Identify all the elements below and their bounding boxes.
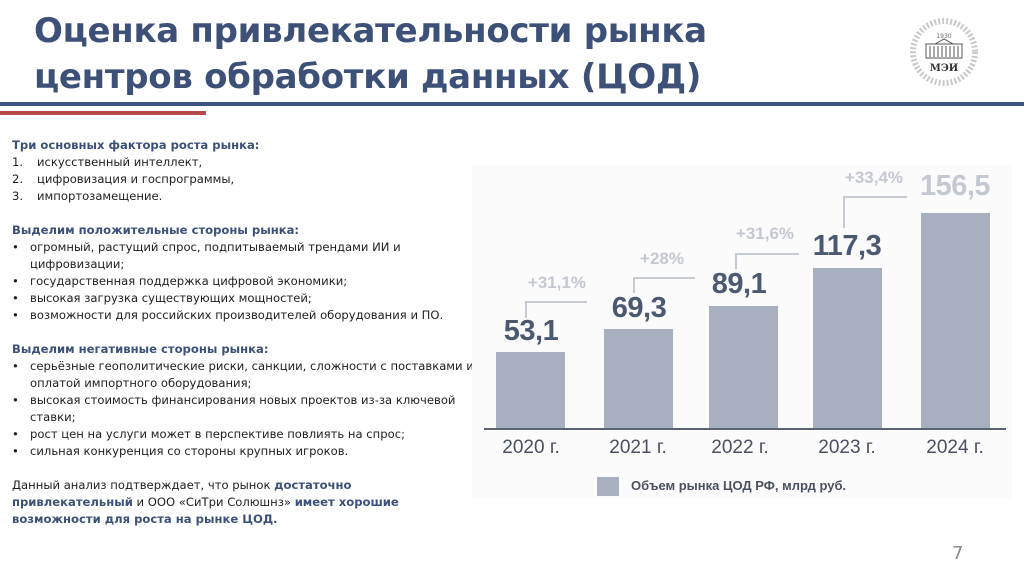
list-item: • высокая загрузка существующих мощностей… [12,291,312,305]
list-item: • возможности для российских производител… [12,308,444,322]
growth-label: +28% [640,249,684,268]
x-tick-label: 2020 г. [502,437,560,458]
value-label: 53,1 [503,315,559,347]
section-heading: Выделим негативные стороны рынка: [12,342,269,356]
conclusion-paragraph: Данный анализ подтверждает, что рынок до… [12,478,399,526]
title-divider-blue [0,102,1024,106]
list-item: • высокая стоимость финансирования новых … [12,393,456,424]
x-tick-label: 2023 г. [818,437,876,458]
growth-bracket [633,277,695,293]
negatives-section: Выделим негативные стороны рынка: • серьё… [12,341,474,460]
bar-2022 [709,306,778,428]
value-label: 89,1 [711,268,767,300]
growth-factors-section: Три основных фактора роста рынка: 1. иску… [12,137,474,205]
bar-2024 [921,213,990,428]
page-number: 7 [952,543,964,564]
list-item: • рост цен на услуги может в перспективе … [12,427,405,441]
x-tick-label: 2021 г. [609,437,667,458]
growth-label: +31,6% [735,224,795,243]
growth-bracket [843,196,907,228]
svg-text:1930: 1930 [936,33,951,40]
bar-2023 [813,268,882,428]
growth-factors-list: 1. искусственный интеллект, 2. цифровизаци… [12,154,474,205]
list-item: • серьёзные геополитические риски, санкци… [12,359,474,390]
bar-2020 [496,352,565,428]
university-logo: 1930 МЭИ [910,18,978,86]
list-item: • огромный, растущий спрос, подпитываемый… [12,240,401,271]
growth-label: +33,4% [844,168,904,187]
list-item: 1. искусственный интеллект, [12,155,203,169]
list-item: 3. импортозамещение. [12,189,163,203]
x-axis-line [484,428,1006,430]
value-label: 117,3 [812,230,882,262]
legend-label: Объем рынка ЦОД РФ, млрд руб. [631,478,847,493]
svg-text:МЭИ: МЭИ [930,63,958,74]
bar-2021 [604,329,673,428]
value-label: 69,3 [611,292,667,324]
section-heading: Три основных фактора роста рынка: [12,138,260,152]
list-item: • сильная конкуренция со стороны крупных … [12,444,349,458]
legend-swatch [597,477,619,496]
growth-bracket [525,301,587,318]
university-building-icon: 1930 МЭИ [910,18,978,86]
x-tick-label: 2022 г. [711,437,769,458]
growth-bracket [735,253,799,269]
negatives-list: • серьёзные геополитические риски, санкци… [12,358,474,460]
page-title: Оценка привлекательности рынка центров о… [34,11,707,97]
title-divider-red [0,111,206,115]
list-item: • государственная поддержка цифровой экон… [12,274,348,288]
positives-section: Выделим положительные стороны рынка: • ог… [12,222,474,324]
section-heading: Выделим положительные стороны рынка: [12,223,300,237]
text-column: Три основных фактора роста рынка: 1. иску… [12,137,474,528]
x-tick-label: 2024 г. [926,437,984,458]
value-label: 156,5 [919,170,991,202]
positives-list: • огромный, растущий спрос, подпитываемый… [12,239,474,324]
growth-label: +31,1% [527,273,587,292]
list-item: 2. цифровизация и госпрограммы, [12,172,235,186]
